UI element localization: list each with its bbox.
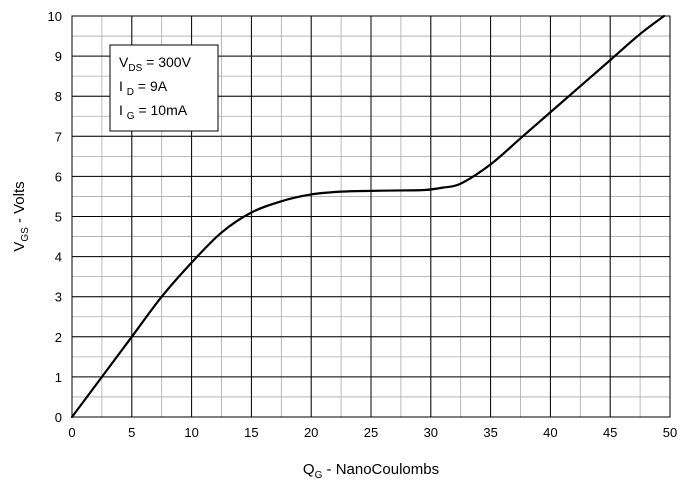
y-tick-label: 7 <box>55 129 62 144</box>
annotation-line: I G = 10mA <box>119 102 188 122</box>
annotation-subscript: DS <box>128 63 142 74</box>
x-axis-title: QG - NanoCoulombs <box>303 461 439 481</box>
annotation-subscript: D <box>127 87 134 98</box>
x-tick-labels: 0 5 10 15 20 25 30 35 40 45 50 <box>68 425 677 440</box>
y-tick-label: 0 <box>55 410 62 425</box>
x-axis-title-rest: - NanoCoulombs <box>322 461 439 478</box>
annotation-box <box>109 44 219 132</box>
x-axis-title-sub: G <box>315 470 323 481</box>
annotation-subscript: G <box>127 111 135 122</box>
y-tick-label: 1 <box>55 370 62 385</box>
x-tick-label: 5 <box>128 425 135 440</box>
y-tick-label: 9 <box>55 49 62 64</box>
y-tick-label: 4 <box>55 250 62 265</box>
y-tick-label: 3 <box>55 290 62 305</box>
x-tick-label: 40 <box>543 425 557 440</box>
y-axis-title: VGS - Volts <box>11 181 31 251</box>
x-tick-label: 35 <box>483 425 497 440</box>
plot-frame <box>71 15 671 418</box>
annotation-line: I D = 9A <box>119 78 168 98</box>
annotation-line: VDS = 300V <box>119 54 192 74</box>
y-tick-label: 5 <box>55 210 62 225</box>
x-tick-label: 20 <box>304 425 318 440</box>
y-axis-title-sub: GS <box>20 227 31 242</box>
x-tick-label: 45 <box>603 425 617 440</box>
x-tick-label: 0 <box>68 425 75 440</box>
annotation-value: = 300V <box>142 54 191 70</box>
annotation-symbol: I <box>119 78 127 94</box>
y-tick-label: 10 <box>48 9 62 24</box>
x-tick-label: 50 <box>663 425 677 440</box>
annotation-value: = 10mA <box>135 102 188 118</box>
x-tick-label: 30 <box>424 425 438 440</box>
y-tick-label: 2 <box>55 330 62 345</box>
y-tick-label: 8 <box>55 89 62 104</box>
y-tick-label: 6 <box>55 169 62 184</box>
annotation-symbol: I <box>119 102 127 118</box>
x-axis-title-main: Q <box>303 461 315 478</box>
annotation-value: = 9A <box>134 78 168 94</box>
x-tick-label: 10 <box>184 425 198 440</box>
annotation-symbol: V <box>119 54 129 70</box>
y-tick-labels: 0 1 2 3 4 5 6 7 8 9 10 <box>48 9 62 425</box>
y-axis-title-main: V <box>11 242 28 252</box>
y-axis-title-rest: - Volts <box>11 181 28 227</box>
x-tick-label: 15 <box>244 425 258 440</box>
gate-charge-curve <box>70 14 666 419</box>
x-tick-label: 25 <box>364 425 378 440</box>
series-group <box>70 14 666 419</box>
